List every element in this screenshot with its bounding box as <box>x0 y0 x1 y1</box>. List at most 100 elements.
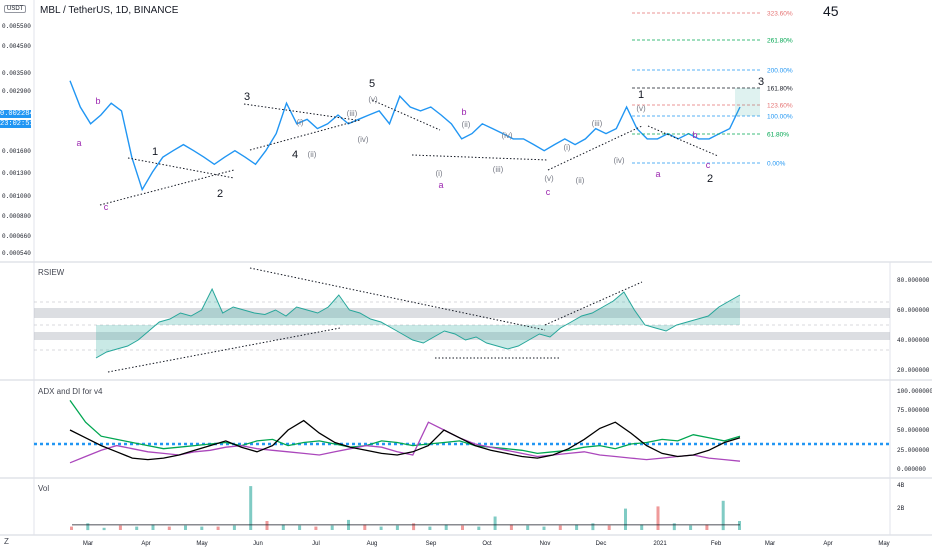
time-axis-tick: Nov <box>540 541 551 547</box>
volume-bar <box>298 525 302 530</box>
volume-bar <box>705 524 709 530</box>
trend-line <box>249 119 361 151</box>
wave-label: (iv) <box>501 131 512 140</box>
adx-axis-tick: 75.000000 <box>897 407 930 414</box>
wave-label: (i) <box>296 118 303 127</box>
wave-label: c <box>546 187 551 197</box>
volume-bar <box>640 524 644 530</box>
price-line <box>69 80 741 192</box>
volume-bar <box>281 524 285 530</box>
volume-bar <box>363 524 367 530</box>
fib-level-label: 0.00% <box>767 161 786 168</box>
rsi-axis-tick: 20.000000 <box>897 367 930 374</box>
fib-level-label: 61.80% <box>767 132 789 139</box>
price-axis-tick: 0.005500 <box>2 23 31 30</box>
volume-bar <box>151 524 155 530</box>
time-axis-tick: Aug <box>367 541 378 547</box>
fib-level-label: 161.80% <box>767 86 793 93</box>
volume-bar <box>249 486 253 530</box>
volume-bar <box>118 525 122 530</box>
trend-line <box>547 125 643 171</box>
fib-target-zone <box>735 88 760 116</box>
volume-bar <box>558 525 562 530</box>
wave-label: c <box>706 160 711 170</box>
volume-bar <box>102 527 106 531</box>
volume-bar <box>70 526 73 530</box>
volume-bar <box>265 521 269 530</box>
adx-axis-tick: 25.000000 <box>897 447 930 454</box>
volume-bar <box>216 526 220 530</box>
volume-bar <box>412 523 416 531</box>
footer-corner[interactable]: Z <box>4 537 9 546</box>
wave-label: (ii) <box>462 120 471 129</box>
volume-bar <box>314 526 318 530</box>
volume-bar <box>232 525 236 530</box>
fib-level-label: 261.80% <box>767 38 793 45</box>
time-axis-tick: Jul <box>312 541 320 547</box>
wave-label: (v) <box>544 174 554 183</box>
volume-bar <box>509 524 513 530</box>
volume-bar <box>672 523 676 531</box>
wave-label: (i) <box>435 169 442 178</box>
time-axis-tick: 2021 <box>653 541 667 547</box>
volume-bar <box>135 526 139 530</box>
vol-axis-tick: 4B <box>897 482 905 489</box>
wave-label: (v) <box>368 95 378 104</box>
volume-bar <box>395 525 399 530</box>
volume-bar <box>526 525 530 530</box>
time-axis-tick: Oct <box>482 541 492 547</box>
rsi-axis-tick: 80.000000 <box>897 277 930 284</box>
time-axis-tick: May <box>878 541 889 547</box>
wave-label: 4 <box>292 149 298 161</box>
adx-axis-tick: 100.000000 <box>897 388 932 395</box>
fib-level-label: 123.60% <box>767 103 793 110</box>
time-axis-tick: Apr <box>141 541 150 547</box>
wave-label: c <box>104 202 109 212</box>
last-price-tag: 0.002284 <box>0 110 34 118</box>
wave-label: (iii) <box>493 165 504 174</box>
price-axis-tick: 0.001600 <box>2 148 31 155</box>
adx-green-line <box>69 400 741 455</box>
volume-bar <box>461 525 464 530</box>
symbol-title[interactable]: MBL / TetherUS, 1D, BINANCE <box>40 5 179 16</box>
currency-badge[interactable]: USDT <box>4 5 27 13</box>
rsi-trend-line <box>249 267 546 331</box>
price-axis-tick: 0.000540 <box>2 250 31 257</box>
wave-label: (iv) <box>613 156 624 165</box>
wave-label: (iv) <box>357 135 368 144</box>
trend-line <box>243 103 357 121</box>
time-axis-tick: Apr <box>823 541 832 547</box>
corner-number: 45 <box>823 3 839 19</box>
wave-label: b <box>461 107 466 117</box>
volume-bar <box>542 526 546 530</box>
wave-label: a <box>76 138 81 148</box>
volume-bar <box>575 524 579 530</box>
volume-bar <box>200 526 204 530</box>
rsi-pane-title: RSIEW <box>38 268 65 277</box>
volume-bar <box>428 526 432 530</box>
volume-bar <box>477 526 481 530</box>
price-axis-tick: 0.000660 <box>2 233 31 240</box>
volume-bar <box>624 508 627 530</box>
wave-label: a <box>655 169 660 179</box>
fib-level-label: 100.00% <box>767 114 793 121</box>
rsi-fill <box>96 289 740 358</box>
volume-bar <box>656 506 660 530</box>
wave-label: 5 <box>369 78 375 90</box>
wave-label: (i) <box>563 143 570 152</box>
wave-label: 1 <box>638 89 644 101</box>
wave-label: 2 <box>217 188 223 200</box>
trend-line <box>647 125 719 157</box>
volume-bar <box>86 523 90 531</box>
volume-bar <box>721 500 725 531</box>
adx-axis-tick: 50.000000 <box>897 427 930 434</box>
price-axis-tick: 0.004500 <box>2 43 31 50</box>
wave-label: (v) <box>636 104 646 113</box>
wave-label: 3 <box>758 76 764 88</box>
price-axis-tick: 0.003500 <box>2 70 31 77</box>
adx-pane-title: ADX and DI for v4 <box>38 387 103 396</box>
rsi-trend-line <box>107 327 341 373</box>
time-axis-tick: Mar <box>83 541 93 547</box>
trend-line <box>411 154 549 161</box>
